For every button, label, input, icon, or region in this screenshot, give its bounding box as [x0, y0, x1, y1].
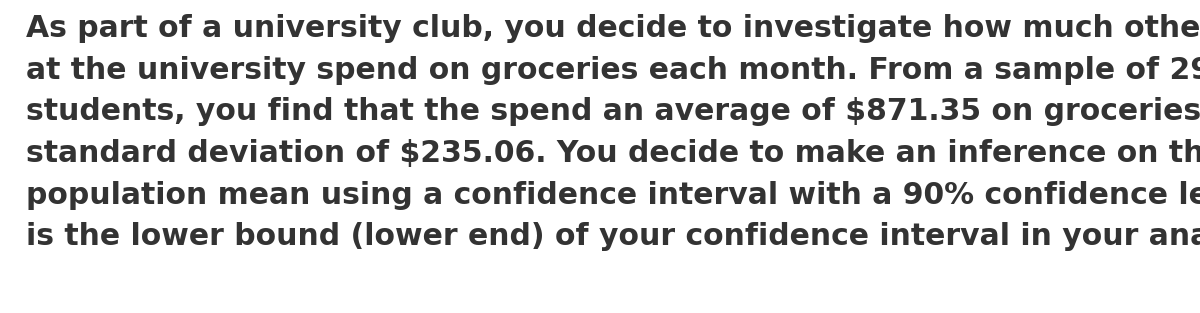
Text: As part of a university club, you decide to investigate how much other students
: As part of a university club, you decide… [26, 14, 1200, 251]
